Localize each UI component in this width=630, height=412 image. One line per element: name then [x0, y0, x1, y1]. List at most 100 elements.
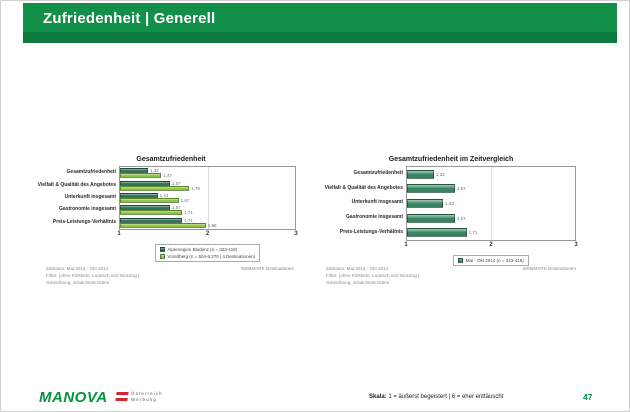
value-label: 1,57 — [171, 180, 181, 186]
category-label: Gastronomie insgesamt — [59, 206, 116, 213]
category-label: Unterkunft insgesamt — [351, 199, 403, 206]
legend-marker — [458, 258, 464, 263]
bar-row: 1,71 — [407, 228, 575, 238]
footnote-zeitraum: Zeitraum: Mai 2014 - Okt 2014 — [46, 266, 109, 271]
value-label: 1,79 — [191, 185, 200, 191]
bar-row: 1,32 — [407, 169, 575, 179]
bar — [120, 205, 170, 211]
bar — [120, 222, 206, 228]
bar — [120, 197, 179, 203]
oesterreich-werbung-text: Österreich Werbung — [131, 391, 163, 403]
y-axis-labels: Gesamtzufriedenheit Vielfalt & Qualität d… — [37, 166, 119, 228]
chart-gesamtzufriedenheit: Gesamtzufriedenheit Gesamtzufriedenheit V… — [37, 156, 298, 262]
value-label: 1,71 — [184, 217, 193, 223]
footnote-zeitraum: Zeitraum: Mai 2014 - Okt 2014 — [326, 266, 389, 271]
bar-row: 1,71 — [120, 217, 295, 223]
legend-box: Mai - Okt 2014 (n = 323-418) — [453, 255, 529, 266]
bar — [407, 228, 467, 238]
bar — [407, 169, 434, 179]
legend: Mai - Okt 2014 (n = 323-418) — [406, 255, 576, 266]
manova-logo: MANOVA — [39, 389, 108, 406]
y-axis-labels: Gesamtzufriedenheit Vielfalt & Qualität d… — [324, 166, 406, 239]
legend-item: Alpenregion Bludenz (n = 323-418) — [159, 247, 255, 252]
footnote-block-right: Zeitraum: Mai 2014 - Okt 2014 Filter: (o… — [326, 266, 419, 287]
scale-note: Skala: 1 = äußerst begeistert | 6 = eher… — [369, 394, 503, 400]
category-label: Vielfalt & Qualität des Angebotes — [324, 184, 403, 191]
scale-note-label: Skala: — [369, 394, 387, 400]
bar — [120, 180, 170, 186]
page-title: Zufriedenheit | Generell — [43, 10, 216, 27]
category-label: Preis-Leistungs-Verhältnis — [339, 228, 403, 235]
bar-row: 1,57 — [120, 180, 295, 186]
bar-row: 1,32 — [120, 168, 295, 174]
value-label: 1,67 — [180, 197, 190, 203]
chart-title: Gesamtzufriedenheit im Zeitvergleich — [388, 156, 514, 163]
x-axis: 1 2 3 — [117, 230, 298, 239]
axis-tick-label: 1 — [404, 242, 408, 248]
legend: Alpenregion Bludenz (n = 323-418) Vorarlb… — [119, 244, 296, 262]
category-label: Unterkunft insgesamt — [64, 193, 116, 200]
bar-group: 1,57 — [407, 182, 575, 197]
bar-group: 1,71 — [407, 225, 575, 240]
bar — [120, 185, 190, 191]
bar — [120, 192, 158, 198]
bar — [407, 184, 455, 194]
category-label: Vielfalt & Qualität des Angebotes — [37, 181, 116, 188]
chart-zeitvergleich: Gesamtzufriedenheit im Zeitvergleich Ges… — [324, 156, 578, 266]
bar-group: 1,32 — [407, 167, 575, 182]
bar-row: 1,57 — [407, 184, 575, 194]
bar-row: 1,71 — [120, 210, 295, 216]
category-label: Gesamtzufriedenheit — [66, 169, 116, 176]
bar — [120, 217, 183, 223]
axis-tick-label: 3 — [294, 231, 298, 237]
austria-flag-icon — [115, 392, 129, 402]
value-label: 1,98 — [207, 222, 217, 228]
axis-tick-label: 2 — [489, 242, 493, 248]
bar-row: 1,79 — [120, 185, 295, 191]
axis-tick-label: 2 — [205, 231, 210, 237]
plot-area: 1,32 1,57 1,43 1,57 1,71 — [406, 166, 576, 241]
bar — [120, 173, 162, 179]
value-label: 1,43 — [159, 192, 169, 198]
chart-body: Gesamtzufriedenheit Vielfalt & Qualität d… — [324, 166, 576, 241]
footnote-filter: Filter: (ohne Klösterle, Ludesch und Nen… — [326, 272, 420, 278]
bar-row: 1,98 — [120, 222, 295, 228]
bar-row: 1,57 — [120, 205, 295, 211]
bar — [407, 213, 455, 223]
legend-marker — [159, 247, 165, 252]
value-label: 1,47 — [163, 173, 172, 179]
bar-group: 1,57 — [407, 211, 575, 226]
slide-header: Zufriedenheit | Generell — [23, 3, 617, 43]
bar-group: 1,32 1,47 — [120, 167, 295, 179]
chart-body: Gesamtzufriedenheit Vielfalt & Qualität d… — [37, 166, 296, 230]
legend-label: Mai - Okt 2014 (n = 323-418) — [465, 258, 524, 263]
value-label: 1,32 — [435, 171, 445, 177]
bar-group: 1,43 1,67 — [120, 192, 295, 204]
chart-title: Gesamtzufriedenheit — [136, 156, 206, 163]
footnote-gewichtung: Gewichtung: Gewichtete Daten — [326, 279, 390, 285]
bar-row: 1,67 — [120, 197, 295, 203]
value-label: 1,32 — [150, 168, 159, 174]
legend-item: Vorarlberg (n = 504-6.270 | 4 Destinatio… — [159, 253, 256, 259]
legend-marker — [159, 253, 165, 259]
legend-box: Alpenregion Bludenz (n = 323-418) Vorarlb… — [154, 244, 261, 262]
bar-group: 1,57 1,79 — [120, 179, 295, 191]
oesterreich-werbung-logo: Österreich Werbung — [115, 391, 163, 403]
value-label: 1,57 — [171, 205, 181, 211]
legend-label: Alpenregion Bludenz (n = 323-418) — [167, 247, 238, 252]
gridline — [207, 167, 209, 229]
footnote-block-left: Zeitraum: Mai 2014 - Okt 2014 Filter: (o… — [46, 266, 139, 287]
scale-note-text: 1 = äußerst begeistert | 6 = eher enttäu… — [388, 394, 504, 400]
legend-label: Vorarlberg (n = 504-6.270 | 4 Destinatio… — [167, 253, 256, 259]
partner-line1: Österreich — [131, 391, 163, 396]
category-label: Preis-Leistungs-Verhältnis — [52, 218, 116, 225]
source-note-left: WEBMARK Destinationen — [240, 266, 294, 271]
footnote-filter: Filter: (ohne Klösterle, Ludesch und Nen… — [46, 272, 140, 278]
x-axis: 1 2 3 — [404, 241, 577, 250]
value-label: 1,43 — [445, 200, 454, 206]
value-label: 1,57 — [456, 215, 466, 221]
page-number: 47 — [583, 392, 593, 402]
legend-item: Mai - Okt 2014 (n = 323-418) — [458, 258, 524, 263]
plot-area: 1,32 1,47 1,57 1,79 1,43 1,67 1,57 1,71 1,71 1,98 — [119, 166, 296, 230]
